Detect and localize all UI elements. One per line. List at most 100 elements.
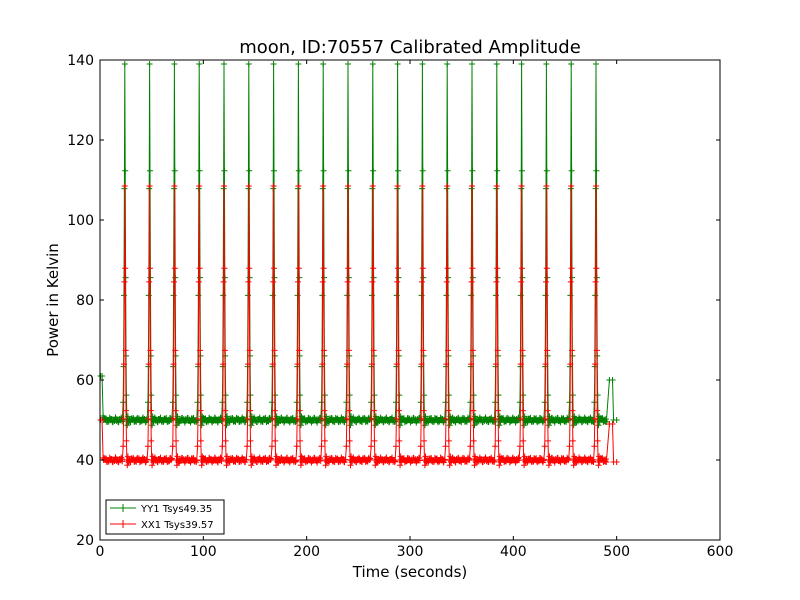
series-point-1 — [248, 462, 255, 469]
series-point-1 — [244, 443, 251, 450]
series-point-0 — [603, 419, 610, 425]
series-point-1 — [418, 361, 425, 368]
series-point-1 — [223, 462, 230, 469]
series-point-0 — [221, 61, 227, 67]
series-point-1 — [517, 361, 524, 368]
series-point-1 — [422, 453, 429, 460]
series-point-1 — [545, 437, 552, 444]
series-point-1 — [293, 443, 300, 450]
series-point-0 — [417, 399, 424, 406]
series-point-1 — [418, 278, 425, 285]
series-point-1 — [320, 265, 327, 272]
series-point-1 — [195, 361, 202, 368]
series-point-0 — [469, 167, 476, 174]
series-point-1 — [519, 265, 526, 272]
series-point-1 — [591, 415, 598, 422]
y-axis-label: Power in Kelvin — [44, 243, 62, 357]
series-point-0 — [593, 61, 599, 67]
y-tick-label: 120 — [67, 133, 94, 149]
series-point-1 — [269, 361, 276, 368]
series-point-0 — [295, 61, 302, 67]
series-point-0 — [144, 399, 151, 406]
series-point-0 — [370, 167, 377, 174]
series-point-1 — [121, 183, 128, 189]
series-point-1 — [613, 459, 620, 465]
x-tick-label: 500 — [603, 544, 630, 560]
series-point-0 — [570, 422, 577, 429]
series-point-1 — [222, 437, 229, 444]
series-point-1 — [393, 361, 400, 368]
series-point-1 — [297, 462, 304, 469]
series-point-1 — [317, 457, 324, 464]
series-point-0 — [591, 399, 598, 406]
series-point-1 — [397, 462, 404, 469]
series-point-1 — [569, 407, 576, 414]
series-point-1 — [468, 361, 475, 368]
series-point-1 — [120, 361, 127, 368]
series-point-1 — [123, 437, 130, 444]
series-point-0 — [441, 416, 448, 423]
y-tick-label: 20 — [76, 533, 94, 549]
series-point-0 — [247, 392, 254, 399]
series-point-1 — [471, 462, 478, 469]
series-point-1 — [268, 443, 275, 450]
series-point-1 — [493, 183, 500, 189]
series-point-1 — [393, 415, 400, 422]
series-point-1 — [371, 407, 378, 414]
series-point-0 — [246, 167, 253, 174]
series-point-1 — [123, 407, 130, 414]
series-point-1 — [322, 462, 329, 469]
series-point-0 — [467, 399, 474, 406]
series-point-0 — [245, 61, 252, 67]
series-point-1 — [345, 265, 352, 272]
series-point-1 — [196, 265, 203, 272]
series-point-1 — [495, 437, 502, 444]
series-point-0 — [318, 399, 325, 406]
series-point-1 — [321, 437, 328, 444]
series-point-1 — [494, 265, 501, 272]
series-point-1 — [396, 437, 403, 444]
series-point-1 — [217, 454, 224, 461]
series-point-1 — [491, 458, 498, 465]
series-point-1 — [218, 455, 225, 462]
series-point-1 — [171, 265, 178, 272]
series-point-1 — [519, 347, 526, 354]
series-point-1 — [566, 443, 573, 450]
series-point-1 — [368, 443, 375, 450]
series-point-1 — [543, 183, 550, 189]
series-point-1 — [442, 443, 449, 450]
legend: YY1 Tsys49.35 XX1 Tsys39.57 — [105, 499, 225, 535]
series-point-1 — [495, 407, 502, 414]
x-tick-label: 400 — [500, 544, 527, 560]
series-point-1 — [147, 407, 154, 414]
series-point-1 — [221, 183, 227, 189]
series-point-0 — [346, 392, 353, 399]
series-point-0 — [609, 377, 616, 383]
series-point-1 — [567, 361, 574, 368]
series-point-0 — [491, 418, 498, 425]
series-point-1 — [592, 278, 599, 285]
series-point-0 — [345, 61, 351, 67]
series-point-1 — [566, 415, 573, 422]
series-point-1 — [516, 443, 523, 450]
series-point-1 — [246, 347, 253, 354]
series-point-0 — [297, 392, 304, 399]
series-point-1 — [492, 361, 499, 368]
series-point-0 — [221, 167, 228, 174]
series-point-0 — [293, 399, 300, 406]
series-point-0 — [123, 392, 130, 399]
series-point-1 — [392, 443, 399, 450]
series-point-1 — [169, 443, 176, 450]
series-point-1 — [442, 415, 449, 422]
series-point-1 — [271, 265, 278, 272]
series-point-0 — [442, 399, 449, 406]
series-point-1 — [170, 415, 177, 422]
series-point-1 — [346, 407, 353, 414]
series-point-1 — [168, 456, 175, 463]
series-point-1 — [224, 453, 231, 460]
series-point-1 — [394, 278, 401, 285]
series-point-1 — [319, 361, 326, 368]
series-point-1 — [419, 183, 426, 189]
x-tick-label: 0 — [96, 544, 105, 560]
series-point-1 — [603, 459, 610, 465]
